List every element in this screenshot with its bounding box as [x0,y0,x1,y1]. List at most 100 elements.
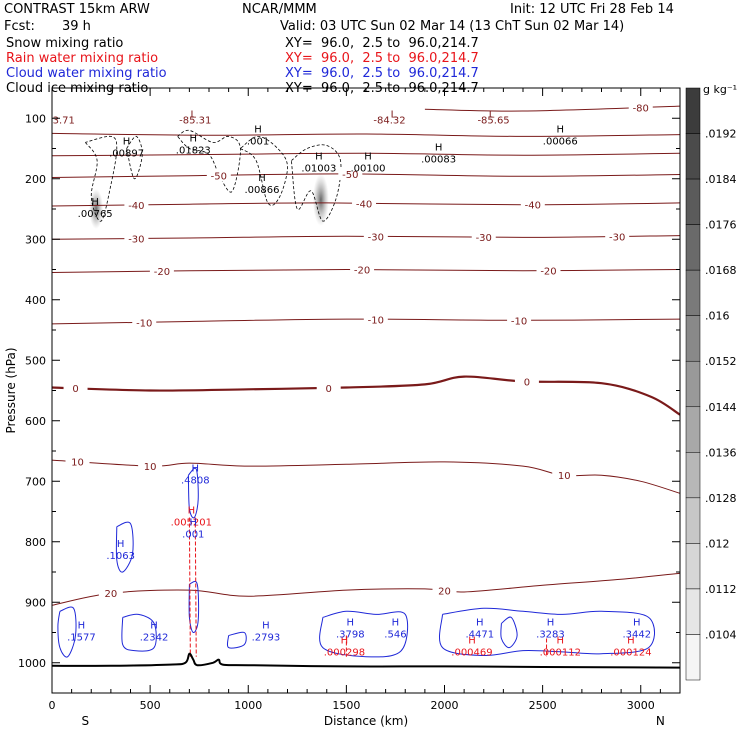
y-axis-title: Pressure (hPa) [4,347,18,433]
y-tick-label: 500 [25,354,46,367]
maximum-marker: H [150,621,158,632]
contour-label-bg [338,167,363,180]
rain-contour [194,517,197,657]
colorbar: .0192 .0184 .0176 .0168 .016 .0152 .0144 .0136.… [685,83,737,681]
maximum-value: .001 [182,530,204,541]
maximum-marker: H [557,636,565,647]
temperature-extreme-label: -84.32 [373,115,405,126]
colorbar-swatch [685,87,701,134]
temperature-contour [51,235,681,240]
maximum-value: .1063 [106,551,135,562]
y-tick-label: 200 [25,173,46,186]
contour-label: -20 [354,266,370,277]
contour-label-bg [536,264,561,277]
contour-label-bg [316,381,341,394]
maximum-value: .001 [247,136,269,147]
fcst-label: Fcst: [4,19,35,34]
snow-shade-blob [312,173,329,226]
contour-label: -30 [128,235,144,246]
contour-label-bg [507,314,532,327]
contour-label: -30 [476,233,492,244]
contour-label-bg [514,375,539,388]
ice-contour [240,135,288,206]
ice-contour [126,136,143,180]
contour-label: -50 [211,171,227,182]
maximum-value: .546 [384,630,406,641]
temperature-contour [51,202,681,207]
maximum-marker: H [188,506,196,517]
temperature-contours [51,105,681,606]
maximum-value: .01823 [176,146,211,157]
y-tick-label: 400 [25,294,46,307]
contour-label-bg [149,265,174,278]
contour-label: -30 [609,232,625,243]
y-tick-label: 700 [25,475,46,488]
x-tick-label: 2000 [431,699,459,712]
contour-label: -10 [136,318,152,329]
contour-label: 10 [144,462,157,473]
snow-shade-blob [89,189,104,229]
contour-label: -20 [154,267,170,278]
contour-label: 20 [105,589,118,600]
cloud-water-contour [439,607,656,657]
contour-label: 10 [71,458,84,469]
contour-label-bg [432,584,457,597]
contour-label-bg [471,231,496,244]
contour-label: -80 [633,103,649,114]
maximum-value: .4471 [466,630,495,641]
temperature-extreme-label: -85.65 [477,115,509,126]
cloud-water-contour [500,616,518,649]
maximum-value: .005201 [171,518,212,529]
contour-label: -10 [511,316,527,327]
colorbar-label: .0144 [705,401,737,414]
low-marker: L [391,109,397,120]
maximum-marker: H [547,618,555,629]
y-tick-label: 600 [25,415,46,428]
contour-label-bg [605,230,630,243]
maximum-marker: H [627,636,635,647]
rain-contour [188,517,191,657]
y-tick-label: 800 [25,536,46,549]
maximum-value: .00765 [78,209,113,220]
contour-label-bg [98,587,123,600]
contour-label: -20 [540,267,556,278]
colorbar-label: .016 [705,310,730,323]
maximum-value: .000112 [540,648,581,659]
contour-label-bg [363,313,388,326]
temperature-extreme-label: -85.31 [179,115,211,126]
colorbar-label: .0152 [705,355,737,368]
maximum-marker: H [557,124,565,135]
maximum-marker: H [190,134,198,145]
temperature-contour [51,152,681,157]
colorbar-swatch [685,497,701,544]
maximum-marker: H [315,152,323,163]
hydrometeor-contours [57,129,656,658]
colorbar-swatch [685,588,701,635]
maximum-value: .00897 [109,149,144,160]
maximum-value: .3442 [623,630,652,641]
maximum-marker: H [191,463,199,474]
colorbar-label: .0192 [705,128,737,141]
contour-label-bg [124,232,149,245]
contour-label: -40 [525,201,541,212]
cloud-water-contour [226,631,247,649]
cloud-water-contour [115,521,134,573]
maximum-marker: H [190,518,198,529]
terrain-surface [51,652,681,669]
contour-label-bg [352,197,377,210]
north-label: N [656,714,665,728]
contour-label: 10 [558,471,571,482]
maximum-marker: H [364,152,372,163]
maximum-marker: H [262,621,270,632]
low-marker: L [489,109,495,120]
ice-contour [177,129,241,193]
x-tick-label: 3000 [627,699,655,712]
contour-label: -40 [356,199,372,210]
maximum-marker: H [633,618,641,629]
maximum-marker: H [341,636,349,647]
field-rain-xy: XY= 96.0, 2.5 to 96.0,214.7 [285,51,479,66]
maximum-marker: H [254,124,262,135]
maximum-marker: H [258,173,266,184]
